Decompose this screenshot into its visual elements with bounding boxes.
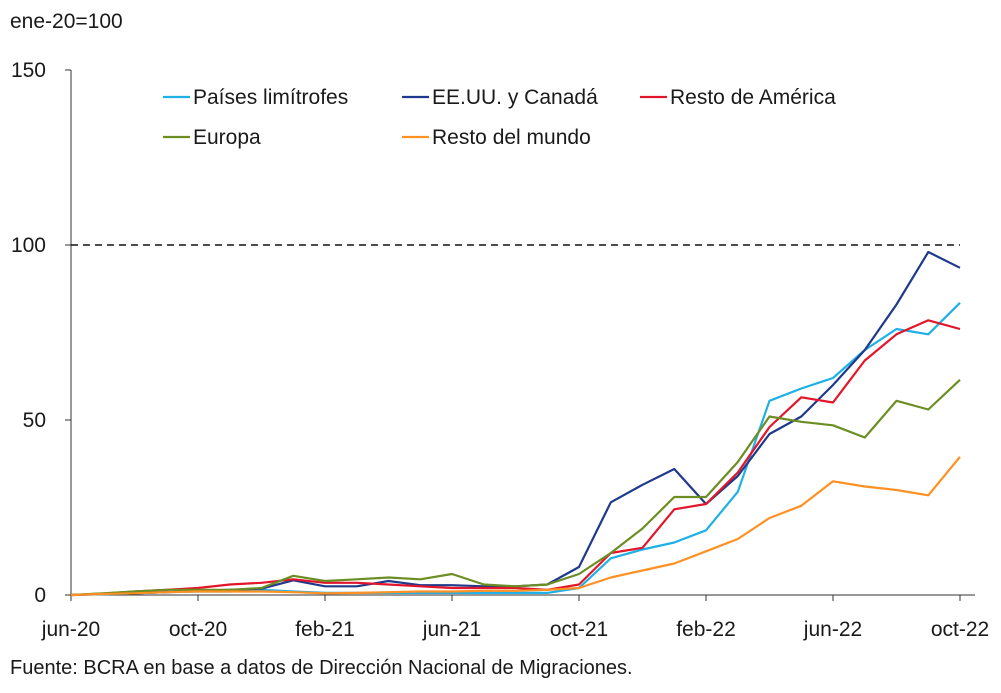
y-tick-label: 150 xyxy=(11,59,46,82)
chart-axes: 0 50 100 150 jun-20 oct-20 feb-21 jun-21 oct-21 f… xyxy=(11,59,989,641)
source-note: Fuente: BCRA en base a datos de Direcció… xyxy=(10,657,633,679)
x-tick-label: feb-22 xyxy=(676,618,736,641)
line-chart: 0 50 100 150 jun-20 oct-20 feb-21 jun-21 oct-21 f… xyxy=(11,59,989,641)
x-tick-label: oct-22 xyxy=(931,618,989,641)
y-tick-label: 0 xyxy=(34,584,46,607)
legend-label: EE.UU. y Canadá xyxy=(432,86,598,109)
y-tick-label: 50 xyxy=(23,409,46,432)
y-unit-label: ene-20=100 xyxy=(10,10,123,33)
x-tick-label: jun-20 xyxy=(41,618,100,641)
series-lines xyxy=(70,250,961,597)
x-tick-label: jun-22 xyxy=(803,618,862,641)
x-tick-label: jun-21 xyxy=(422,618,481,641)
x-tick-label: oct-21 xyxy=(550,618,608,641)
chart-legend: Países limítrofes EE.UU. y Canadá Resto de… xyxy=(163,86,836,149)
legend-label: Países limítrofes xyxy=(193,86,348,109)
legend-label: Resto del mundo xyxy=(432,126,591,149)
series-line-4 xyxy=(70,456,961,597)
legend-label: Europa xyxy=(193,126,261,149)
x-tick-label: oct-20 xyxy=(169,618,227,641)
series-line-3 xyxy=(70,378,961,597)
legend-label: Resto de América xyxy=(670,86,836,109)
x-tick-label: feb-21 xyxy=(295,618,355,641)
series-line-0 xyxy=(70,302,961,597)
y-tick-label: 100 xyxy=(11,234,46,257)
series-line-2 xyxy=(70,319,961,597)
